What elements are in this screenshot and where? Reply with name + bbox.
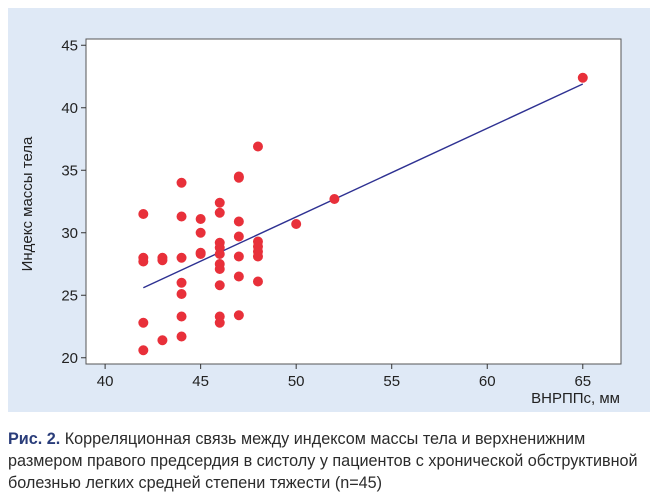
x-tick-label: 55: [383, 373, 400, 390]
data-point: [252, 251, 263, 262]
data-point: [176, 277, 187, 288]
figure-panel: 40 45 50 55 60 65 20 25 30 35 40 45 ВНРППс, мм Инде…: [8, 8, 650, 412]
caption-text: Корреляционная связь между индексом масс…: [8, 430, 638, 492]
data-point: [176, 211, 187, 222]
x-tick-label: 40: [97, 373, 114, 390]
caption-label: Рис. 2.: [8, 430, 61, 448]
data-point: [195, 214, 206, 224]
data-point: [214, 264, 225, 274]
data-point: [195, 227, 206, 238]
y-tick-label: 30: [61, 225, 78, 242]
y-tick-label: 25: [61, 287, 78, 304]
data-point: [214, 317, 225, 328]
x-tick-label: 60: [479, 373, 496, 390]
axis-ticks: 40 45 50 55 60 65 20 25 30 35 40 45: [61, 37, 591, 390]
data-point: [214, 197, 225, 208]
x-tick-label: 45: [192, 373, 209, 390]
data-point: [252, 276, 263, 287]
data-point: [138, 256, 149, 267]
data-point: [233, 310, 244, 321]
data-point: [176, 289, 187, 299]
data-point: [157, 335, 168, 346]
data-point: [233, 271, 244, 282]
plot-area: [85, 38, 622, 365]
data-point: [176, 331, 187, 342]
data-point: [195, 249, 206, 259]
data-point: [577, 72, 588, 83]
y-tick-label: 20: [61, 350, 78, 367]
data-point: [252, 141, 263, 152]
data-point: [138, 345, 149, 356]
scatter-chart: 40 45 50 55 60 65 20 25 30 35 40 45 ВНРППс, мм Инде…: [19, 37, 622, 407]
figure-caption: Рис. 2. Корреляционная связь между индек…: [8, 428, 652, 494]
y-tick-label: 40: [61, 100, 78, 117]
y-tick-label: 35: [61, 162, 78, 179]
data-point: [233, 231, 244, 242]
data-point: [176, 177, 187, 188]
data-point: [138, 317, 149, 328]
data-point: [233, 216, 244, 227]
data-point: [214, 280, 225, 291]
data-point: [214, 207, 225, 218]
data-point: [176, 311, 187, 322]
y-axis-title: Индекс массы тела: [19, 136, 36, 271]
x-axis-title: ВНРППс, мм: [531, 390, 620, 407]
data-point: [157, 255, 168, 266]
x-tick-label: 65: [574, 373, 591, 390]
y-tick-label: 45: [61, 37, 78, 54]
data-point: [291, 219, 302, 229]
data-points: [138, 72, 588, 356]
data-point: [176, 252, 187, 263]
data-point: [214, 249, 225, 259]
x-tick-label: 50: [288, 373, 305, 390]
data-point: [233, 251, 244, 262]
data-point: [329, 194, 340, 204]
data-point: [233, 172, 244, 183]
data-point: [138, 209, 149, 219]
